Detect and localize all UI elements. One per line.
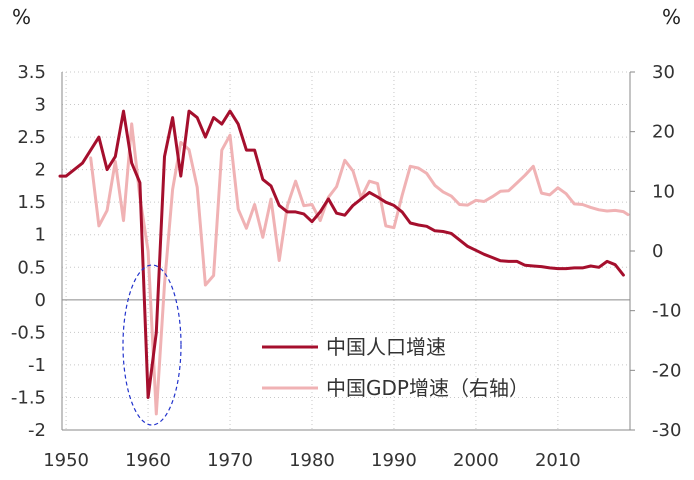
axes — [61, 71, 635, 431]
series-line-population — [58, 109, 625, 399]
y-left-tick-label: 1 — [35, 225, 46, 246]
legend-label-population: 中国人口增速 — [326, 335, 446, 359]
y-right-tick-label: -10 — [652, 301, 681, 322]
x-tick-label: 1970 — [207, 450, 253, 471]
y-right-tick-label: -20 — [652, 360, 681, 381]
legend: 中国人口增速 中国GDP增速（右轴） — [262, 335, 529, 400]
y-right-tick-label: -30 — [652, 420, 681, 441]
y-left-tick-label: 1.5 — [17, 192, 46, 213]
left-axis-unit: % — [12, 5, 31, 29]
series-layer — [58, 109, 630, 416]
y-left-tick-label: -0.5 — [11, 322, 46, 343]
x-tick-label: 1960 — [125, 450, 171, 471]
y-left-tick-label: 0 — [35, 290, 46, 311]
y-left-tick-label: 2 — [35, 160, 46, 181]
legend-label-gdp: 中国GDP增速（右轴） — [326, 376, 529, 400]
y-right-tick-label: 30 — [652, 62, 675, 83]
right-axis-unit: % — [662, 5, 681, 29]
y-right-tick-label: 10 — [652, 181, 675, 202]
y-left-tick-label: 2.5 — [17, 127, 46, 148]
y-left-tick-label: 3 — [35, 95, 46, 116]
x-tick-label: 1950 — [43, 450, 89, 471]
annotation-ellipse — [122, 264, 182, 426]
y-left-tick-label: -1.5 — [11, 387, 46, 408]
y-left-tick-label: -2 — [28, 420, 46, 441]
x-tick-label: 1990 — [371, 450, 417, 471]
y-left-tick-label: 3.5 — [17, 62, 46, 83]
y-right-tick-label: 0 — [652, 241, 663, 262]
y-left-tick-label: 0.5 — [17, 257, 46, 278]
x-tick-label: 1980 — [289, 450, 335, 471]
y-right-tick-label: 20 — [652, 122, 675, 143]
tick-labels: -2 -1.5 -1 -0.5 0 0.5 1 1.5 2 2.5 3 3.5 -30 -20 -10 0 10… — [11, 62, 682, 471]
y-left-tick-label: -1 — [28, 355, 46, 376]
x-tick-label: 2000 — [453, 450, 499, 471]
x-tick-label: 2010 — [535, 450, 581, 471]
